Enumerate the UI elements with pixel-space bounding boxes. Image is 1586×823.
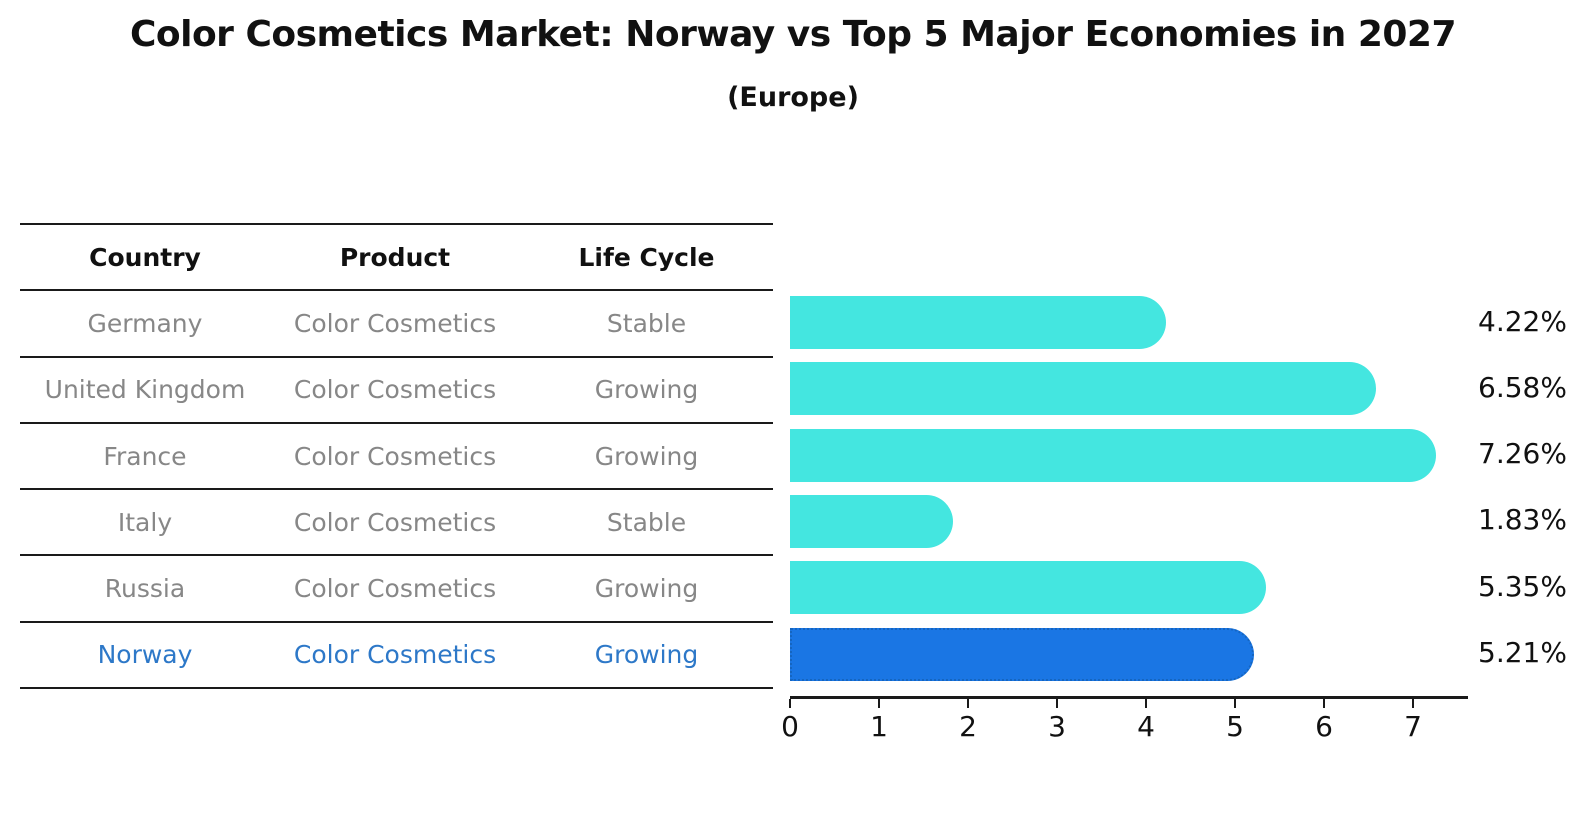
cell-product: Color Cosmetics <box>293 308 497 338</box>
x-axis-tick-label: 5 <box>1226 710 1244 743</box>
cell-product: Color Cosmetics <box>293 640 497 670</box>
cell-life-cycle: Stable <box>606 507 687 537</box>
value-label: 6.58% <box>1478 370 1567 404</box>
x-axis-tick-label: 3 <box>1048 710 1066 743</box>
cell-product: Color Cosmetics <box>293 375 497 405</box>
x-axis-tick <box>1234 698 1236 708</box>
header-product: Product <box>339 242 451 272</box>
table-row: Russia Color Cosmetics Growing <box>20 556 773 623</box>
chart-title: Color Cosmetics Market: Norway vs Top 5 … <box>129 14 1457 55</box>
country-table: Country Product Life Cycle Germany Color… <box>20 223 773 690</box>
x-axis-tick <box>967 698 969 708</box>
x-axis-tick <box>1412 698 1414 708</box>
value-label: 5.21% <box>1478 636 1567 669</box>
cell-product: Color Cosmetics <box>293 507 497 537</box>
cell-country: Italy <box>117 507 173 537</box>
x-axis-tick <box>1323 698 1325 708</box>
table-row: United Kingdom Color Cosmetics Growing <box>20 358 773 424</box>
cell-country: France <box>103 441 187 471</box>
value-label: 5.35% <box>1478 569 1567 603</box>
x-axis-tick-label: 1 <box>870 710 888 743</box>
value-label: 1.83% <box>1478 503 1567 537</box>
table-row: Italy Color Cosmetics Stable <box>20 490 773 557</box>
bar-united-kingdom <box>790 362 1376 416</box>
cell-life-cycle: Growing <box>594 574 699 604</box>
cell-product: Color Cosmetics <box>293 441 497 471</box>
bar-norway-highlighted <box>790 627 1254 681</box>
x-axis-tick <box>878 698 880 708</box>
x-axis-tick-label: 6 <box>1315 710 1333 743</box>
x-axis-line <box>790 696 1468 699</box>
x-axis-tick-label: 7 <box>1404 710 1422 743</box>
header-life-cycle: Life Cycle <box>578 242 715 272</box>
cell-country: Norway <box>97 640 193 670</box>
cell-life-cycle: Stable <box>606 308 687 338</box>
cell-life-cycle: Growing <box>594 441 699 471</box>
x-axis-tick-label: 0 <box>781 710 799 743</box>
cell-life-cycle: Growing <box>594 375 699 405</box>
table-header-row: Country Product Life Cycle <box>20 225 773 292</box>
value-label: 4.22% <box>1478 304 1567 338</box>
header-country: Country <box>89 242 201 272</box>
table-row: Germany Color Cosmetics Stable <box>20 291 773 358</box>
bar-russia <box>790 561 1267 615</box>
x-axis-tick <box>1145 698 1147 708</box>
value-label: 7.26% <box>1478 437 1567 471</box>
bar-germany <box>790 296 1166 349</box>
bar-italy <box>790 494 953 548</box>
x-axis-tick <box>1056 698 1058 708</box>
x-axis-tick-label: 4 <box>1137 710 1155 743</box>
cell-country: Germany <box>87 308 203 338</box>
cell-life-cycle: Growing <box>594 640 699 670</box>
cell-product: Color Cosmetics <box>293 574 497 604</box>
x-axis-tick <box>789 698 791 708</box>
bar-france <box>790 428 1437 482</box>
cell-country: Russia <box>104 574 186 604</box>
x-axis-tick-label: 2 <box>959 710 977 743</box>
table-row-highlighted-norway: Norway Color Cosmetics Growing <box>20 623 773 690</box>
cell-country: United Kingdom <box>44 375 246 405</box>
chart-subtitle: (Europe) <box>727 82 859 113</box>
table-row: France Color Cosmetics Growing <box>20 424 773 491</box>
